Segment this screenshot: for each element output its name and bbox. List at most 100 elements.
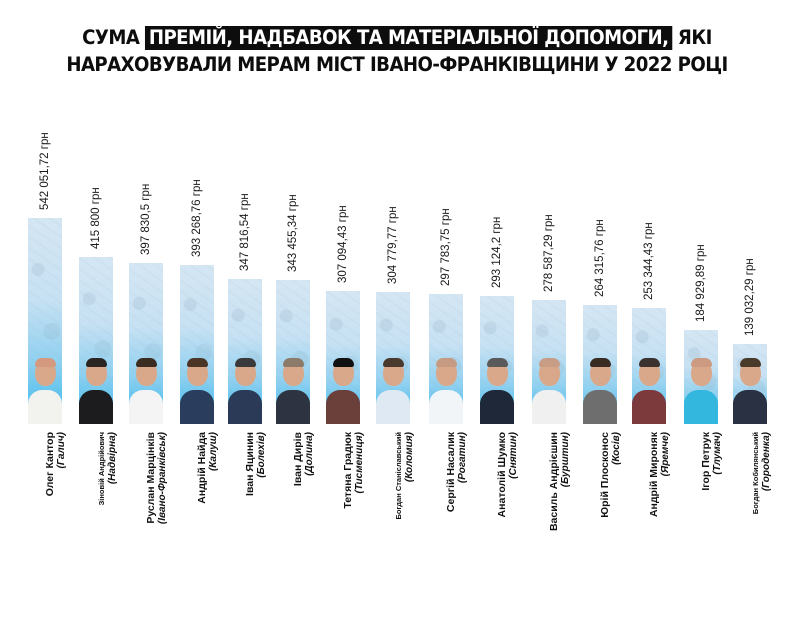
bar — [129, 263, 163, 424]
bar-value-label: 278 587,29 грн — [543, 214, 555, 292]
photo-shoulders — [480, 390, 514, 424]
city-name: (Бурштин) — [560, 432, 571, 488]
mayor-photo — [276, 356, 310, 424]
bar-value-label: 397 830,5 грн — [140, 183, 152, 255]
bar — [180, 265, 214, 424]
title-highlight: ПРЕМІЙ, НАДБАВОК ТА МАТЕРІАЛЬНОЇ ДОПОМОГ… — [145, 26, 673, 50]
bar-value-label: 253 344,43 грн — [643, 222, 655, 300]
mayor-photo — [480, 356, 514, 424]
city-name: (Івано-Франківськ) — [157, 432, 168, 525]
bar-value-label: 293 124,2 грн — [491, 216, 503, 288]
city-name: (Тисмениця) — [354, 432, 365, 494]
bar — [326, 291, 360, 424]
bar-category-label: Андрій Найда (Калуш) — [196, 432, 219, 632]
mayor-name: Зіновій Андрійович — [97, 432, 106, 506]
bar — [684, 330, 718, 424]
photo-shoulders — [684, 390, 718, 424]
photo-shoulders — [129, 390, 163, 424]
bar-category-label: Іван Дирів (Долина) — [292, 432, 315, 632]
bar-category-label: Андрій Мироняк (Яремче) — [648, 432, 671, 632]
bar — [480, 296, 514, 424]
mayor-name: Юрій Плосконос — [599, 432, 611, 518]
mayor-photo — [376, 356, 410, 424]
photo-shoulders — [532, 390, 566, 424]
mayor-name: Руслан Марцінків — [145, 432, 157, 524]
city-name: (Надвірна) — [107, 432, 118, 485]
mayor-photo — [583, 356, 617, 424]
photo-shoulders — [326, 390, 360, 424]
mayor-name: Іван Яцинин — [244, 432, 256, 496]
photo-hair — [740, 358, 761, 367]
photo-shoulders — [180, 390, 214, 424]
mayor-photo — [532, 356, 566, 424]
city-name: (Снятин) — [508, 432, 519, 479]
city-name: (Городенка) — [761, 432, 772, 492]
title-suffix: ЯКІ — [677, 26, 712, 49]
photo-hair — [383, 358, 404, 367]
mayor-photo — [228, 356, 262, 424]
bar — [228, 279, 262, 424]
city-name: (Галич) — [56, 432, 67, 469]
photo-hair — [436, 358, 457, 367]
bar-category-label: Тетяна Градюк (Тисмениця) — [342, 432, 365, 632]
mayor-name: Анатолій Шумко — [496, 432, 508, 518]
bar-value-label: 415 800 грн — [90, 187, 102, 249]
bar — [532, 300, 566, 424]
chart-title-line-2: НАРАХОВУВАЛИ МЕРАМ МІСТ ІВАНО-ФРАНКІВЩИН… — [66, 53, 728, 76]
mayor-photo — [684, 356, 718, 424]
mayor-photo — [79, 356, 113, 424]
bar-value-label: 542 051,72 грн — [39, 132, 51, 210]
bar — [583, 305, 617, 424]
city-name: (Яремче) — [660, 432, 671, 477]
mayor-name: Сергій Насалик — [445, 432, 457, 513]
photo-hair — [35, 358, 56, 367]
bar — [376, 292, 410, 424]
photo-shoulders — [376, 390, 410, 424]
bar-value-label: 264 315,76 грн — [594, 219, 606, 297]
mayor-photo — [326, 356, 360, 424]
chart-title-line-1: СУМА ПРЕМІЙ, НАДБАВОК ТА МАТЕРІАЛЬНОЇ ДО… — [28, 26, 766, 50]
city-name: (Косів) — [611, 432, 622, 465]
city-name: (Болехів) — [256, 432, 267, 478]
mayor-name: Ігор Петрук — [700, 432, 712, 491]
photo-shoulders — [276, 390, 310, 424]
mayor-name: Богдан Станіславський — [394, 432, 403, 520]
photo-hair — [590, 358, 611, 367]
bar — [429, 294, 463, 424]
bar-category-label: Ігор Петрук (Тлумач) — [700, 432, 723, 632]
city-name: (Долина) — [304, 432, 315, 476]
bar — [632, 308, 666, 424]
mayor-name: Іван Дирів — [292, 432, 304, 487]
photo-hair — [691, 358, 712, 367]
photo-shoulders — [228, 390, 262, 424]
bar — [28, 218, 62, 424]
bar-category-label: Сергій Насалик (Рогатин) — [445, 432, 468, 632]
photo-hair — [136, 358, 157, 367]
mayor-photo — [733, 356, 767, 424]
bar-category-label: Василь Андрієшин (Бурштин) — [548, 432, 571, 632]
bar-category-label: Анатолій Шумко (Снятин) — [496, 432, 519, 632]
mayor-photo — [429, 356, 463, 424]
bar-category-label: Іван Яцинин (Болехів) — [244, 432, 267, 632]
bar-value-label: 297 783,75 грн — [440, 208, 452, 286]
city-name: (Калуш) — [208, 432, 219, 472]
city-name: (Рогатин) — [457, 432, 468, 484]
city-name: (Коломия) — [404, 432, 415, 483]
bar-value-label: 307 094,43 грн — [337, 205, 349, 283]
photo-hair — [283, 358, 304, 367]
photo-hair — [86, 358, 107, 367]
mayor-name: Василь Андрієшин — [548, 432, 560, 532]
bar — [733, 344, 767, 424]
bar-category-label: Юрій Плосконос (Косів) — [599, 432, 622, 632]
photo-hair — [639, 358, 660, 367]
mayor-photo — [180, 356, 214, 424]
photo-hair — [235, 358, 256, 367]
bar-category-label: Богдан Станіславський (Коломия) — [393, 432, 415, 632]
title-prefix: СУМА — [82, 26, 140, 49]
bar-value-label: 184 929,89 грн — [695, 244, 707, 322]
photo-shoulders — [632, 390, 666, 424]
bar-value-label: 393 268,76 грн — [191, 179, 203, 257]
photo-shoulders — [429, 390, 463, 424]
city-name: (Тлумач) — [712, 432, 723, 475]
photo-hair — [187, 358, 208, 367]
